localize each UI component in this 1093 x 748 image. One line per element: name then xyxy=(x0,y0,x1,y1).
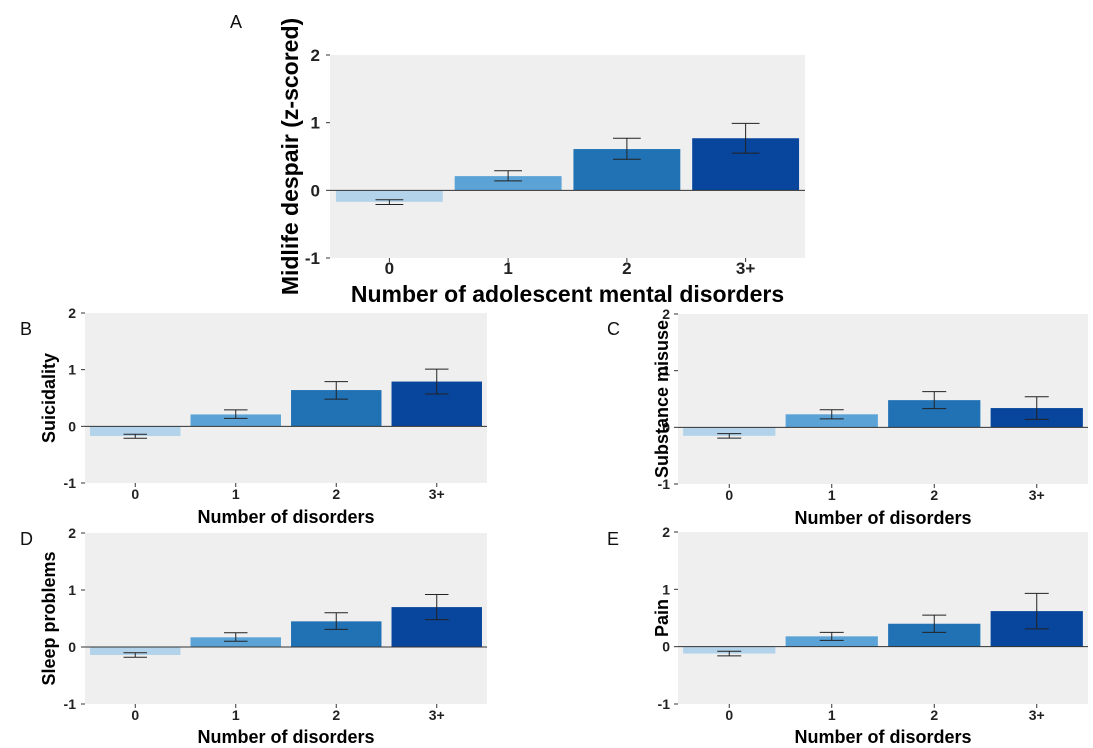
y-tick-label: 1 xyxy=(662,581,670,597)
panel-letter: E xyxy=(607,529,619,549)
bar-1 xyxy=(785,636,878,647)
y-axis-title: Substance misuse xyxy=(652,320,672,478)
x-tick-label: 3+ xyxy=(429,486,445,502)
x-tick-label: 2 xyxy=(332,707,340,723)
x-tick-label: 0 xyxy=(131,486,139,502)
panel-letter: B xyxy=(20,319,32,339)
bar-0 xyxy=(683,646,776,654)
y-axis-title: Suicidality xyxy=(39,353,59,443)
y-tick-label: 2 xyxy=(311,46,320,65)
x-tick-label: 0 xyxy=(725,707,733,723)
bar-0 xyxy=(90,647,181,655)
panel-d: D -1 0 1 2 0 1 2 3+ Number of disorders Sleep prob… xyxy=(20,525,487,747)
y-tick-label: 0 xyxy=(311,181,320,200)
y-tick-label: -1 xyxy=(64,696,77,712)
y-tick-label: 1 xyxy=(311,114,320,133)
y-tick-label: -1 xyxy=(305,249,320,268)
y-axis-title: Midlife despair (z-scored) xyxy=(277,18,303,295)
bar-1 xyxy=(190,414,281,427)
x-tick-label: 0 xyxy=(385,259,394,278)
y-tick-label: 1 xyxy=(68,362,76,378)
x-tick-label: 3+ xyxy=(429,707,445,723)
x-axis-title: Number of disorders xyxy=(197,507,374,527)
bar-1 xyxy=(190,637,281,647)
y-tick-label: 1 xyxy=(662,363,670,379)
x-tick-label: 0 xyxy=(725,487,733,503)
bar-1 xyxy=(785,414,878,428)
y-tick-label: 0 xyxy=(662,639,670,655)
plot-background xyxy=(678,314,1088,484)
x-tick-label: 2 xyxy=(930,707,938,723)
x-tick-label: 2 xyxy=(622,259,631,278)
y-axis-title: Pain xyxy=(652,599,672,637)
y-tick-label: -1 xyxy=(658,696,671,712)
y-tick-label: 0 xyxy=(68,418,76,434)
panel-letter: C xyxy=(607,319,620,339)
x-axis-title: Number of disorders xyxy=(197,727,374,747)
y-tick-label: 2 xyxy=(68,525,76,541)
y-axis-title: Sleep problems xyxy=(39,551,59,685)
x-tick-label: 0 xyxy=(131,707,139,723)
panel-letter: A xyxy=(230,12,242,32)
y-tick-label: 0 xyxy=(662,419,670,435)
x-tick-label: 2 xyxy=(930,487,938,503)
y-tick-label: 1 xyxy=(68,582,76,598)
x-tick-label: 1 xyxy=(828,487,836,503)
bar-1 xyxy=(454,176,562,191)
y-tick-label: 2 xyxy=(68,305,76,321)
panel-a: A -1 0 1 2 0 1 2 3+ Number of adolescent mental d… xyxy=(230,12,805,307)
y-tick-label: 2 xyxy=(662,306,670,322)
x-tick-label: 2 xyxy=(332,486,340,502)
y-tick-label: 2 xyxy=(662,524,670,540)
x-axis-title: Number of adolescent mental disorders xyxy=(351,281,784,307)
x-tick-label: 1 xyxy=(232,707,240,723)
x-tick-label: 1 xyxy=(503,259,512,278)
bar-0 xyxy=(683,427,776,436)
x-tick-label: 3+ xyxy=(1029,707,1045,723)
y-tick-label: -1 xyxy=(658,476,671,492)
panel-letter: D xyxy=(20,529,33,549)
x-tick-label: 3+ xyxy=(736,259,755,278)
panel-b: B -1 0 1 2 0 1 2 3+ Number of disorders Suicidalit… xyxy=(20,305,487,527)
bar-0 xyxy=(90,426,181,436)
x-axis-title: Number of disorders xyxy=(794,727,971,747)
panel-e: E -1 0 1 2 0 1 2 3+ Number of disorders Pain xyxy=(607,524,1088,747)
bar-0 xyxy=(335,190,443,202)
x-tick-label: 1 xyxy=(828,707,836,723)
y-tick-label: 0 xyxy=(68,639,76,655)
bar-2 xyxy=(888,623,981,647)
x-tick-label: 3+ xyxy=(1029,487,1045,503)
y-tick-label: -1 xyxy=(64,475,77,491)
panel-c: C -1 0 1 2 0 1 2 3+ Number of disorders Substance … xyxy=(607,306,1088,528)
x-tick-label: 1 xyxy=(232,486,240,502)
x-axis-title: Number of disorders xyxy=(794,508,971,528)
